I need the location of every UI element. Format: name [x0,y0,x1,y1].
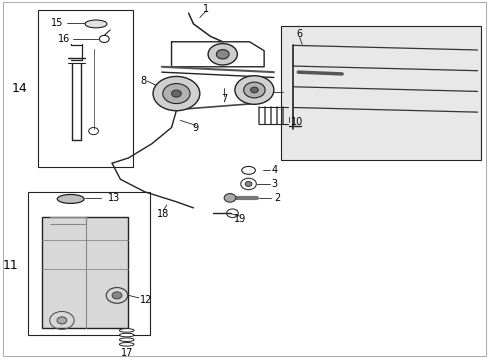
Circle shape [171,90,181,97]
Text: 13: 13 [108,193,120,203]
Text: 16: 16 [58,34,70,44]
Text: 10: 10 [291,117,303,127]
Text: 19: 19 [233,214,245,224]
Ellipse shape [57,194,84,203]
Text: 17: 17 [120,348,133,358]
Ellipse shape [119,333,134,337]
Text: 18: 18 [157,209,169,219]
Text: 6: 6 [296,29,302,39]
Bar [38,10,132,167]
Circle shape [112,292,122,299]
Text: 3: 3 [271,179,277,189]
Circle shape [57,317,67,324]
Text: 9: 9 [192,123,199,133]
Circle shape [208,44,237,65]
Text: 12: 12 [140,295,152,305]
FancyBboxPatch shape [42,217,127,328]
Text: 8: 8 [140,76,146,86]
Text: 7: 7 [221,94,227,104]
Text: 5: 5 [261,87,267,97]
Ellipse shape [119,329,134,332]
Text: 2: 2 [273,193,280,203]
Circle shape [243,82,264,98]
Circle shape [216,50,228,59]
Circle shape [250,87,258,93]
Ellipse shape [85,20,107,28]
Circle shape [163,84,190,104]
Ellipse shape [119,343,134,346]
Bar [28,192,149,335]
Text: 1: 1 [202,4,208,14]
Ellipse shape [241,166,255,174]
Circle shape [153,76,200,111]
Text: 15: 15 [50,18,63,28]
Text: 11: 11 [3,258,19,271]
Circle shape [244,181,251,186]
Circle shape [224,194,235,202]
Ellipse shape [119,338,134,342]
Bar [281,26,480,159]
Text: 4: 4 [271,165,277,175]
Text: 14: 14 [12,82,27,95]
Circle shape [234,76,273,104]
